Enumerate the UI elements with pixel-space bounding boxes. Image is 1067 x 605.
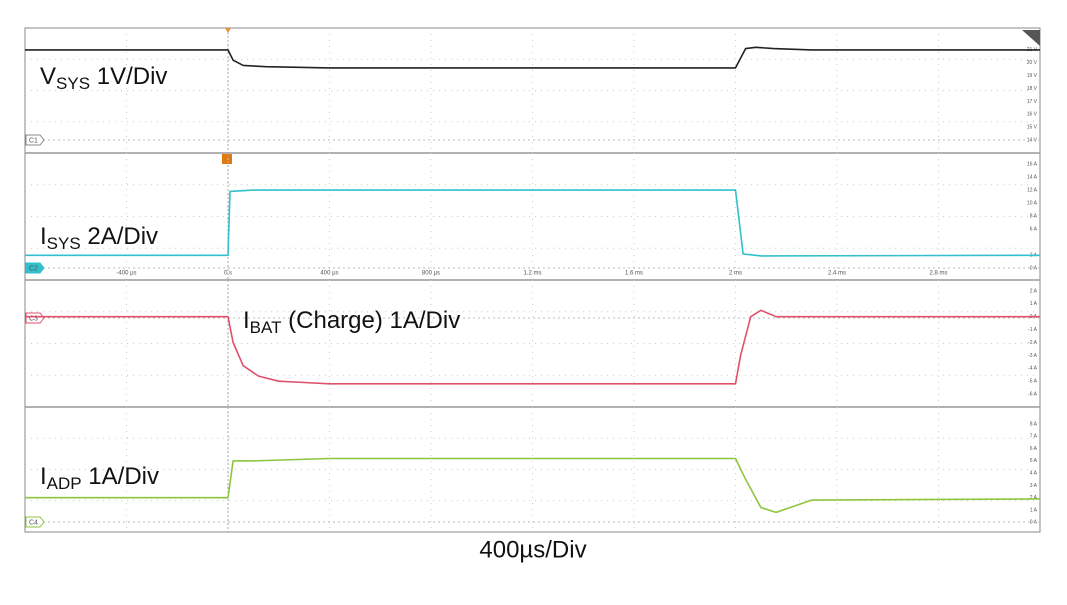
y-tick-label: 2 A xyxy=(1030,495,1038,501)
y-tick-label: -2 A xyxy=(1028,340,1038,346)
x-tick-label: 400 µs xyxy=(320,271,338,277)
channel-title: IADP 1A/Div xyxy=(40,463,159,493)
channel-badge xyxy=(25,516,45,528)
channel-label: C2 xyxy=(29,265,38,272)
y-tick-label: -3 A xyxy=(1028,353,1038,359)
label-main: I xyxy=(40,223,47,250)
y-tick-label: 0 A xyxy=(1030,520,1038,526)
label-sub: SYS xyxy=(47,234,81,253)
y-tick-label: 4 A xyxy=(1030,471,1038,477)
y-tick-label: 14 A xyxy=(1027,174,1038,180)
y-tick-label: -6 A xyxy=(1028,391,1038,397)
channel-label: C4 xyxy=(29,519,38,526)
trigger-marker xyxy=(225,28,231,33)
y-tick-label: 1 A xyxy=(1030,301,1038,307)
y-tick-label: 5 A xyxy=(1030,458,1038,464)
trace xyxy=(25,457,1041,514)
x-tick-label: -400 µs xyxy=(116,271,136,277)
label-main: I xyxy=(40,463,47,490)
y-tick-label: 16 A xyxy=(1027,161,1038,167)
channel-title: VSYS 1V/Div xyxy=(40,63,167,93)
y-tick-label: 10 A xyxy=(1027,200,1038,206)
channel-badge xyxy=(25,312,45,324)
corner-marker xyxy=(1022,30,1040,46)
channel-badge xyxy=(25,262,45,274)
x-tick-label: 1.2 ms xyxy=(523,271,541,277)
y-tick-label: 14 V xyxy=(1027,137,1038,143)
x-tick-label: 2.8 ms xyxy=(929,271,947,277)
trace xyxy=(25,309,1040,385)
y-tick-label: 0 A xyxy=(1030,266,1038,272)
y-tick-label: 8 A xyxy=(1030,421,1038,427)
x-tick-label: 0 s xyxy=(224,271,232,277)
y-tick-label: 6 A xyxy=(1030,446,1038,452)
y-tick-label: 6 A xyxy=(1030,227,1038,233)
label-sub: ADP xyxy=(47,474,82,493)
x-tick-label: 2 ms xyxy=(729,271,742,277)
channel-badge xyxy=(25,134,45,146)
x-tick-label: 1.6 ms xyxy=(625,271,643,277)
y-tick-label: -1 A xyxy=(1028,327,1038,333)
y-tick-label: -4 A xyxy=(1028,366,1038,372)
label-main: V xyxy=(40,63,56,90)
y-tick-label: 18 V xyxy=(1027,86,1038,92)
trace xyxy=(25,46,1040,69)
label-rest: 1A/Div xyxy=(82,463,159,490)
label-rest: 2A/Div xyxy=(81,223,158,250)
y-tick-label: 7 A xyxy=(1030,434,1038,440)
label-rest: 1V/Div xyxy=(90,63,167,90)
x-tick-label: 800 µs xyxy=(422,271,440,277)
channel-title: IBAT (Charge) 1A/Div xyxy=(243,307,460,337)
trace xyxy=(25,189,1041,257)
x-tick-label: 2.4 ms xyxy=(828,271,846,277)
label-sub: BAT xyxy=(250,318,282,337)
channel-label: C3 xyxy=(29,315,38,322)
y-tick-label: 20 V xyxy=(1027,60,1038,66)
label-rest: (Charge) 1A/Div xyxy=(281,307,460,334)
channel-label: C1 xyxy=(29,137,38,144)
label-sub: SYS xyxy=(56,74,90,93)
y-tick-label: 8 A xyxy=(1030,214,1038,220)
y-tick-label: -5 A xyxy=(1028,379,1038,385)
y-tick-label: 3 A xyxy=(1030,483,1038,489)
y-tick-label: 17 V xyxy=(1027,99,1038,105)
y-tick-label: 15 V xyxy=(1027,125,1038,131)
trigger-badge xyxy=(222,154,232,164)
y-tick-label: 16 V xyxy=(1027,112,1038,118)
y-tick-label: 12 A xyxy=(1027,187,1038,193)
y-tick-label: 1 A xyxy=(1030,507,1038,513)
y-tick-label: 19 V xyxy=(1027,73,1038,79)
y-tick-label: 2 A xyxy=(1030,288,1038,294)
label-main: I xyxy=(243,307,250,334)
x-axis-label: 400µs/Div xyxy=(479,536,586,563)
channel-title: ISYS 2A/Div xyxy=(40,223,158,253)
